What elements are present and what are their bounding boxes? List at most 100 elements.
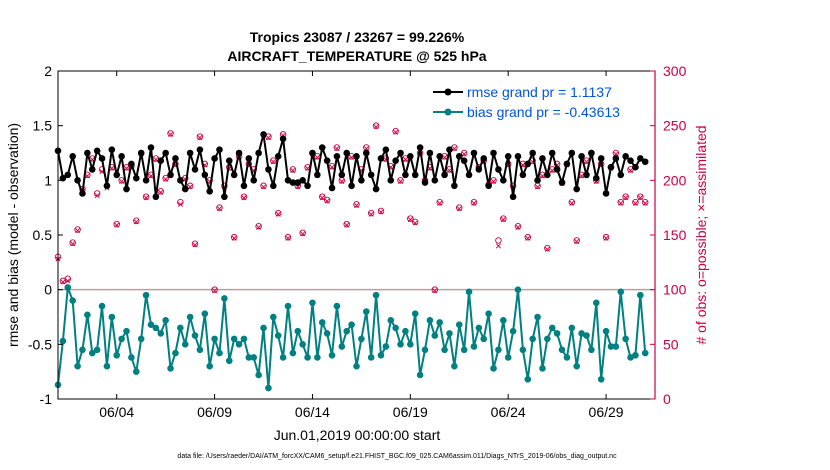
- series-point-rmse: [113, 171, 121, 179]
- series-point-bias: [221, 295, 228, 302]
- y-right-tick-label: 300: [663, 63, 687, 79]
- series-point-rmse: [201, 171, 209, 179]
- obs-possible-point: [216, 204, 223, 211]
- series-point-bias: [201, 310, 209, 318]
- series-point-rmse: [196, 146, 204, 154]
- series-point-bias: [274, 332, 282, 339]
- series-point-rmse: [206, 187, 213, 195]
- obs-assimilated-point: [515, 224, 521, 230]
- series-point-bias: [64, 284, 72, 291]
- obs-possible-point: [196, 133, 204, 140]
- series-point-rmse: [490, 149, 497, 157]
- obs-assimilated-point: [143, 195, 149, 201]
- series-point-bias: [309, 299, 316, 307]
- series-point-bias: [289, 349, 297, 357]
- series-point-rmse: [274, 152, 282, 160]
- series-point-bias: [382, 343, 390, 350]
- series-point-bias: [358, 335, 365, 343]
- series-point-bias: [103, 362, 111, 370]
- y-right-tick-label: 0: [663, 391, 671, 407]
- series-point-bias: [118, 335, 125, 343]
- obs-assimilated-point: [495, 243, 501, 249]
- y-axis-label-left: rmse and bias (model - observation): [5, 123, 21, 347]
- series-point-bias: [455, 321, 463, 328]
- obs-possible-point: [69, 239, 76, 246]
- legend-label-rmse: rmse grand pr = 1.1137: [467, 84, 612, 100]
- series-point-rmse: [568, 149, 576, 157]
- series-point-rmse: [627, 157, 634, 164]
- obs-possible-point: [456, 204, 463, 211]
- series-point-bias: [338, 343, 346, 350]
- series-point-rmse: [225, 157, 233, 164]
- series-point-bias: [441, 346, 448, 354]
- series-point-bias: [490, 365, 497, 372]
- obs-assimilated-point: [398, 178, 404, 184]
- series-point-rmse: [118, 152, 125, 160]
- obs-assimilated-point: [168, 131, 174, 137]
- series-point-rmse: [583, 171, 590, 179]
- series-point-bias: [519, 346, 527, 354]
- series-point-bias: [216, 349, 223, 357]
- series-point-bias: [509, 327, 517, 335]
- y-left-tick-label: -0.5: [28, 336, 52, 352]
- series-point-rmse: [177, 177, 184, 184]
- series-point-bias: [524, 376, 532, 383]
- series-point-bias: [79, 346, 86, 354]
- series-point-rmse: [475, 166, 483, 173]
- series-point-rmse: [485, 182, 492, 190]
- series-point-bias: [177, 324, 184, 332]
- obs-possible-point: [191, 240, 199, 247]
- series-point-bias: [93, 346, 101, 354]
- series-point-rmse: [318, 144, 326, 151]
- series-point-bias: [617, 288, 625, 296]
- series-point-bias: [485, 310, 492, 318]
- obs-possible-point: [397, 177, 404, 184]
- x-tick-label: 06/04: [99, 404, 134, 420]
- obs-assimilated-point: [393, 129, 399, 135]
- obs-assimilated-point: [535, 184, 541, 190]
- series-point-rmse: [637, 155, 644, 162]
- obs-possible-point: [162, 174, 169, 182]
- series-point-rmse: [534, 177, 541, 184]
- obs-assimilated-point: [349, 154, 355, 160]
- obs-assimilated-point: [133, 219, 139, 225]
- series-point-rmse: [245, 155, 253, 162]
- obs-assimilated-point: [456, 206, 462, 212]
- series-point-rmse: [553, 166, 561, 173]
- obs-assimilated-point: [114, 222, 120, 228]
- series-point-rmse: [470, 149, 478, 157]
- obs-possible-point: [372, 122, 380, 129]
- series-point-rmse: [235, 149, 243, 157]
- legend-label-bias: bias grand pr = -0.43613: [467, 104, 620, 120]
- obs-assimilated-point: [84, 173, 90, 179]
- series-point-bias: [206, 362, 213, 370]
- plot-area: [58, 71, 655, 399]
- series-point-rmse: [632, 163, 639, 171]
- x-tick-label: 06/19: [393, 404, 428, 420]
- obs-possible-point: [490, 177, 497, 184]
- series-point-bias: [84, 311, 91, 319]
- series-point-rmse: [64, 171, 72, 179]
- series-point-bias: [529, 335, 536, 343]
- obs-assimilated-point: [412, 220, 418, 226]
- series-point-rmse: [123, 185, 130, 193]
- obs-possible-point: [133, 217, 140, 225]
- series-point-rmse: [548, 149, 556, 157]
- series-point-rmse: [451, 182, 458, 190]
- series-point-bias: [186, 313, 194, 321]
- obs-possible-point: [392, 127, 399, 135]
- series-point-bias: [137, 335, 145, 343]
- series-point-rmse: [270, 182, 277, 190]
- x-axis-label: Jun.01,2019 00:00:00 start: [274, 427, 441, 443]
- y-axis-label-right: # of obs: o=possible; ×=assimilated: [693, 125, 709, 344]
- series-point-bias: [59, 337, 67, 345]
- series-point-rmse: [402, 171, 409, 179]
- series-point-bias: [588, 346, 595, 354]
- series-point-rmse: [211, 155, 218, 162]
- obs-possible-point: [211, 286, 218, 293]
- obs-possible-point: [641, 198, 649, 206]
- series-point-bias: [426, 316, 434, 324]
- obs-possible-point: [113, 220, 120, 228]
- series-point-bias: [451, 362, 458, 370]
- series-point-bias: [225, 357, 233, 365]
